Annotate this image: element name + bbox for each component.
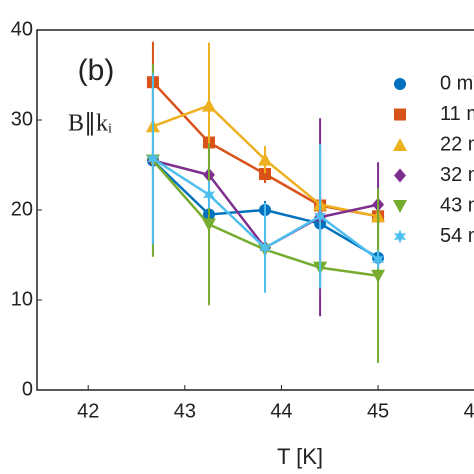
legend-marker [393, 229, 407, 244]
legend-marker [393, 138, 407, 151]
legend-label: 22 mT [440, 133, 474, 155]
x-axis-label: T [K] [277, 444, 323, 469]
legend-marker [394, 108, 406, 121]
x-tick-label: 45 [367, 400, 389, 422]
y-tick-label: 30 [11, 108, 33, 130]
marker [314, 209, 327, 224]
x-tick-label: 44 [270, 400, 292, 422]
marker [258, 152, 273, 166]
legend-marker [394, 168, 406, 183]
marker [201, 218, 216, 232]
series [146, 73, 385, 293]
marker [201, 98, 216, 112]
panel-label: (b) [78, 54, 115, 87]
y-tick-label: 0 [22, 378, 33, 400]
series [145, 42, 386, 226]
marker [259, 168, 272, 180]
x-tick-label: 42 [77, 400, 99, 422]
y-tick-label: 40 [11, 18, 33, 40]
field-label: B∥kᵢ [68, 111, 112, 137]
legend-marker [393, 200, 407, 213]
marker [372, 252, 385, 267]
legend-label: 43 mT [440, 194, 474, 216]
marker [371, 269, 386, 283]
legend-label: 0 mT [440, 72, 474, 94]
marker [202, 187, 216, 202]
x-tick-label: 43 [174, 400, 196, 422]
legend-label: 32 mT [440, 164, 474, 186]
series [146, 41, 385, 226]
legend-marker [394, 78, 406, 90]
y-tick-label: 20 [11, 198, 33, 220]
x-tick-label: 46 [464, 400, 474, 422]
marker [146, 151, 160, 166]
legend-label: 11 mT [440, 103, 474, 125]
y-tick-label: 10 [11, 288, 33, 310]
legend-label: 54 mT [440, 225, 474, 247]
marker [258, 240, 272, 255]
